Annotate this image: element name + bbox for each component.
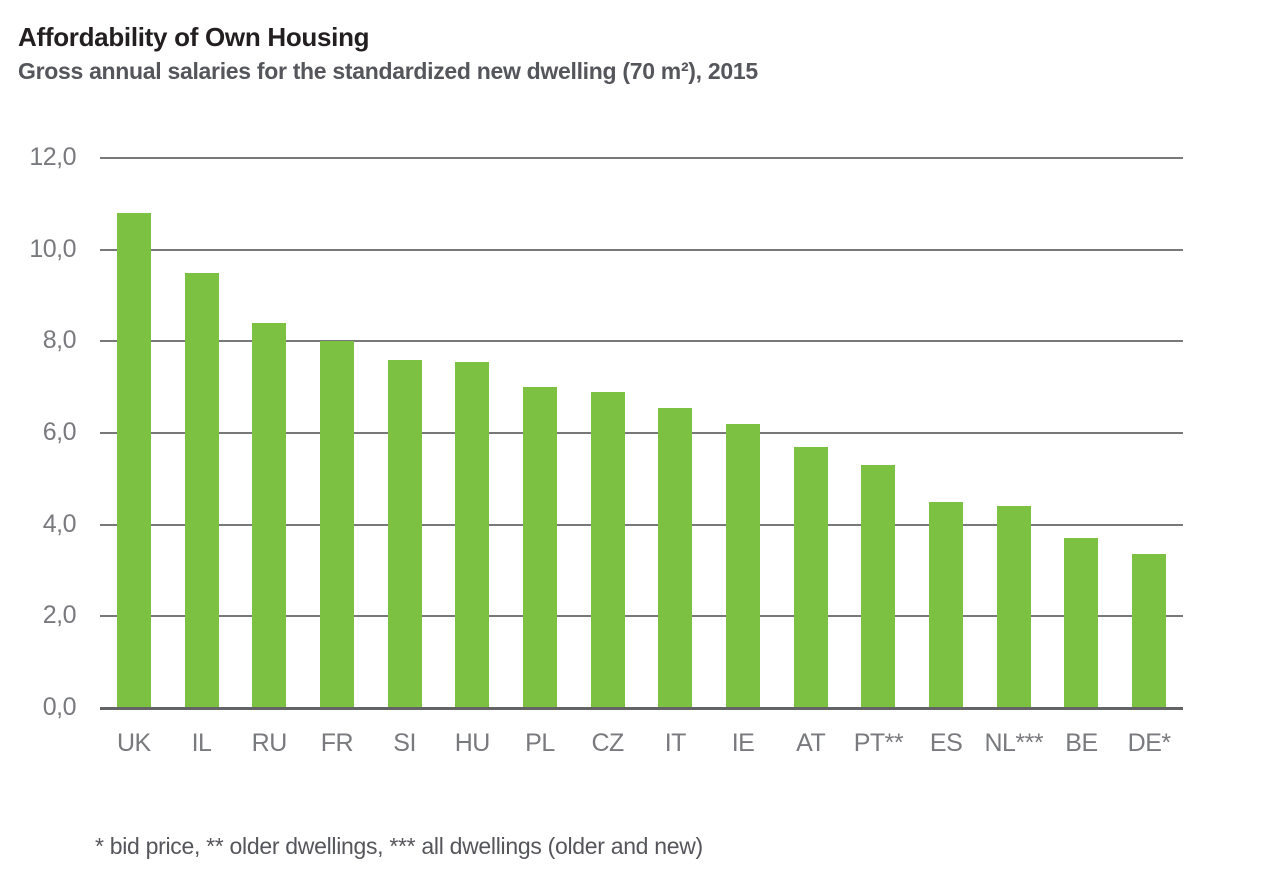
y-tick-label: 0,0 — [42, 693, 77, 721]
bar-AT — [793, 446, 828, 708]
gridline — [100, 615, 1183, 618]
bar-IE — [726, 423, 761, 708]
gridline — [100, 432, 1183, 434]
x-tick-label-RU: RU — [251, 728, 288, 757]
gridline — [100, 248, 1183, 251]
y-tick-label: 2,0 — [42, 601, 77, 630]
x-tick-label-PL: PL — [525, 728, 555, 757]
chart-title: Affordability of Own Housing — [18, 22, 370, 52]
x-tick-label-IL: IL — [191, 728, 212, 757]
bar-BE — [1064, 538, 1099, 708]
x-tick-label-AT: AT — [796, 728, 826, 757]
x-tick-label-IE: IE — [731, 728, 755, 757]
bar-chart-plot: 12,0 10,0 8,0 6,0 4,0 2,0 0,0 UK IL RU FR SI HU PL CZ… — [29, 143, 1183, 757]
gridline — [100, 340, 1183, 343]
bar-DE — [1132, 554, 1167, 708]
x-tick-label-UK: UK — [116, 728, 151, 757]
chart-subtitle: Gross annual salaries for the standardiz… — [18, 58, 758, 84]
bar-UK — [116, 213, 151, 708]
bar-IL — [184, 272, 219, 708]
y-tick-label: 8,0 — [42, 326, 77, 355]
bar-CZ — [590, 391, 625, 708]
x-tick-label-BE: BE — [1065, 728, 1098, 757]
bar-RU — [252, 323, 287, 708]
bar-PT — [861, 465, 896, 708]
x-axis-line — [100, 707, 1183, 710]
bar-HU — [455, 361, 490, 708]
x-tick-label-HU: HU — [454, 728, 491, 757]
x-tick-label-PT: PT** — [853, 728, 904, 757]
bar-NL — [996, 506, 1031, 708]
y-tick-label: 10,0 — [29, 234, 76, 263]
y-tick-label: 6,0 — [42, 418, 77, 446]
bar-IT — [658, 407, 693, 708]
x-tick-label-NL: NL*** — [984, 728, 1044, 757]
bar-SI — [387, 359, 422, 708]
x-tick-label-CZ: CZ — [591, 728, 624, 757]
bar-PL — [522, 387, 557, 708]
x-tick-label-ES: ES — [929, 728, 963, 757]
x-tick-label-FR: FR — [320, 728, 354, 757]
x-tick-label-SI: SI — [393, 728, 416, 757]
gridline — [100, 523, 1183, 526]
x-tick-label-DE: DE* — [1127, 728, 1171, 757]
y-tick-label: 4,0 — [42, 509, 77, 538]
bar-ES — [929, 501, 964, 708]
bar-FR — [319, 341, 354, 708]
gridline — [100, 157, 1183, 159]
x-tick-label-IT: IT — [664, 728, 687, 757]
footnote: * bid price, ** older dwellings, *** all… — [95, 833, 703, 859]
y-tick-label: 12,0 — [29, 143, 76, 171]
